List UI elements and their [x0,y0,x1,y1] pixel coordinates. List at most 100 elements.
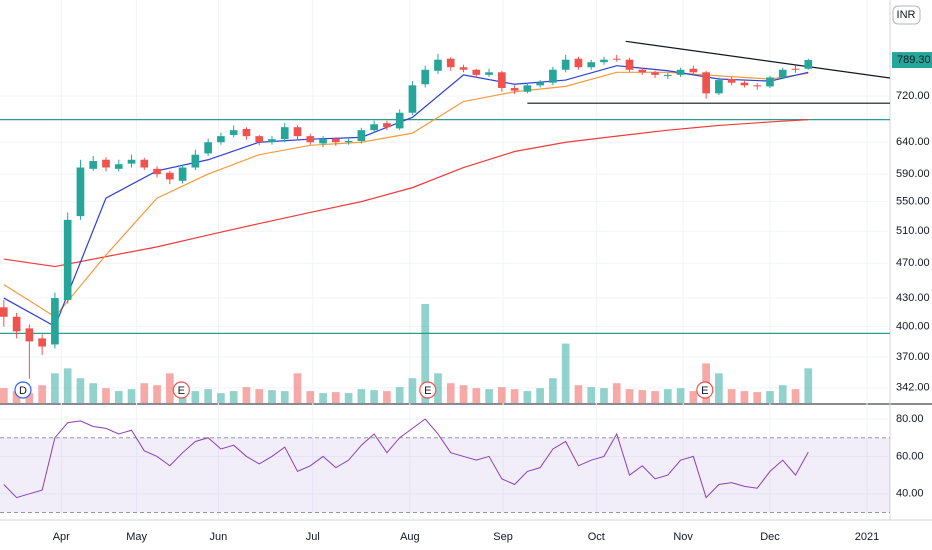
candle-body [434,59,442,71]
volume-bar [791,389,800,403]
event-label: D [19,385,27,397]
volume-bar [408,378,417,403]
event-marker [14,381,32,399]
candle-body [472,69,481,75]
volume-bar [523,391,532,403]
volume-bar [204,389,212,403]
volume-bar [766,391,774,403]
volume-bar [63,368,72,403]
y-tick-label: 342.00 [896,382,930,394]
volume-bar [446,383,455,403]
volume-bar [76,378,85,403]
volume-bar [0,388,8,403]
candle-body [319,139,327,144]
volume-bar [497,387,506,403]
volume-bar [12,391,21,403]
volume-bar [89,383,98,403]
candle-body [204,142,212,154]
candle-body [727,79,736,83]
volume-bar [51,373,59,403]
candle-body [702,72,710,94]
volume-bar [331,392,340,403]
volume-bar [153,385,161,403]
volume-bar [102,388,110,403]
candle-body [357,130,366,142]
candle-body [255,136,264,143]
volume-bar [357,389,366,403]
x-tick-label: 2021 [855,531,879,543]
volume-bar [459,385,468,403]
volume-bar [651,391,659,403]
volume-bar [727,389,736,403]
volume-bar [165,373,174,403]
moving-average [3,65,809,328]
volume-bar [217,393,225,403]
candle-body [510,87,519,91]
x-tick-label: Sep [493,531,513,543]
y-tick-label: 430.00 [896,292,930,304]
x-tick-label: Dec [760,531,780,543]
y-tick-label: 590.00 [896,168,930,180]
volume-bar [689,391,698,403]
volume-bar [421,303,430,403]
candle-body [497,72,506,88]
candle-body [165,172,174,180]
x-tick-label: Aug [400,531,420,543]
candle-body [76,167,85,217]
volume-bar [740,391,749,403]
volume-bar [753,392,762,403]
volume-bar [587,387,596,403]
candle-body [446,58,455,68]
x-tick-label: May [126,531,147,543]
volume-bar [242,387,251,403]
volume-bar [395,387,404,403]
y-tick-label: 370.00 [896,351,930,363]
volume-bar [510,389,519,403]
volume-bar [561,343,570,403]
event-label: E [424,385,431,397]
candle-body [331,138,340,143]
price-label-box [892,52,932,69]
candle-body [395,112,404,129]
x-tick-label: Jun [209,531,227,543]
candle-body [791,68,800,70]
candle-body [89,161,98,169]
volume-bar [191,391,200,403]
volume-bar [280,391,289,403]
candle-body [344,141,353,143]
candle-body [753,85,762,87]
candle-body [191,154,200,168]
x-tick-label: Apr [53,531,70,543]
volume-bar [536,388,544,403]
y-tick-label: 640.00 [896,136,930,148]
candle-body [102,159,110,168]
volume-bar [485,389,493,403]
candle-body [408,85,417,113]
currency-badge[interactable] [892,5,921,25]
price-label: 789.30 [897,54,931,66]
candle-body [51,298,59,345]
x-tick-label: Nov [673,531,693,543]
candle-body [229,130,238,135]
rsi-tick-label: 80.00 [896,413,924,425]
currency: INR [897,9,916,21]
candle-body [280,127,289,140]
volume-bar [383,391,391,403]
trend-line [625,40,891,79]
y-tick-label: 510.00 [896,225,930,237]
volume-bar [127,389,136,403]
candle-body [715,80,723,94]
candle-body [153,168,161,175]
candle-body [740,82,749,86]
rsi-tick-label: 40.00 [896,488,924,500]
candle-body [293,127,302,137]
volume-bar [676,388,685,403]
volume-bar [229,391,238,403]
event-marker [172,381,190,399]
rsi-band [0,437,890,513]
candle-body [140,159,149,168]
event-marker [419,381,437,399]
candle-body [663,74,672,76]
candle-body [383,123,391,128]
y-tick-label: 400.00 [896,320,930,332]
